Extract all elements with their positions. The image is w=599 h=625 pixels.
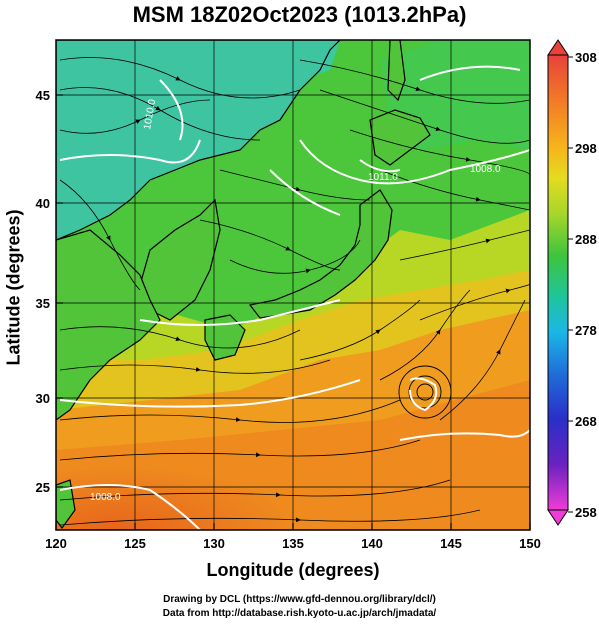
y-tick-label: 35 bbox=[36, 296, 50, 311]
contour-label: 1010.0 bbox=[142, 98, 158, 130]
x-tick-labels: 120 125 130 135 140 145 150 bbox=[45, 536, 541, 551]
x-tick-label: 120 bbox=[45, 536, 67, 551]
pressure-contours bbox=[59, 65, 530, 530]
x-tick-label: 145 bbox=[440, 536, 462, 551]
y-tick-label: 25 bbox=[36, 480, 50, 495]
contour-label: 1011.0 bbox=[368, 172, 398, 183]
wind-streamlines bbox=[59, 57, 530, 526]
colorbar-bottom-arrow bbox=[547, 509, 569, 526]
landmass bbox=[56, 40, 431, 530]
cyclone-swirl bbox=[398, 365, 452, 419]
colorbar-label: 288 bbox=[575, 232, 597, 247]
credit-drawing: Drawing by DCL (https://www.gfd-dennou.o… bbox=[163, 594, 436, 605]
colorbar-label: 308 bbox=[575, 50, 597, 65]
y-tick-label: 45 bbox=[36, 88, 50, 103]
x-tick-label: 150 bbox=[519, 536, 541, 551]
axis-ticks bbox=[55, 94, 531, 530]
y-tick-labels: 25 30 35 40 45 bbox=[36, 88, 50, 495]
x-tick-label: 125 bbox=[124, 536, 146, 551]
temperature-field: 1010.0 1011.0 1008.0 1008.0 bbox=[56, 40, 530, 530]
y-tick-label: 40 bbox=[36, 196, 50, 211]
contour-labels: 1010.0 1011.0 1008.0 1008.0 bbox=[90, 98, 501, 503]
chart-title: MSM 18Z02Oct2023 (1013.2hPa) bbox=[132, 2, 467, 27]
colorbar-top-arrow bbox=[547, 39, 569, 56]
x-tick-label: 135 bbox=[282, 536, 304, 551]
colorbar-gradient bbox=[547, 54, 569, 511]
contour-label: 1008.0 bbox=[90, 492, 121, 503]
colorbar-label: 268 bbox=[575, 414, 597, 429]
colorbar-label: 298 bbox=[575, 141, 597, 156]
credit-data-source: Data from http://database.rish.kyoto-u.a… bbox=[162, 608, 437, 619]
colorbar-label: 258 bbox=[575, 505, 597, 520]
y-axis-label: Latitude (degrees) bbox=[3, 209, 24, 366]
contour-label: 1008.0 bbox=[470, 164, 501, 175]
colorbar-label: 278 bbox=[575, 323, 597, 338]
x-tick-label: 140 bbox=[361, 536, 383, 551]
y-tick-label: 30 bbox=[36, 391, 50, 406]
colorbar: 308 298 288 278 268 258 bbox=[547, 39, 597, 526]
x-tick-label: 130 bbox=[203, 536, 225, 551]
x-axis-label: Longitude (degrees) bbox=[206, 560, 380, 580]
